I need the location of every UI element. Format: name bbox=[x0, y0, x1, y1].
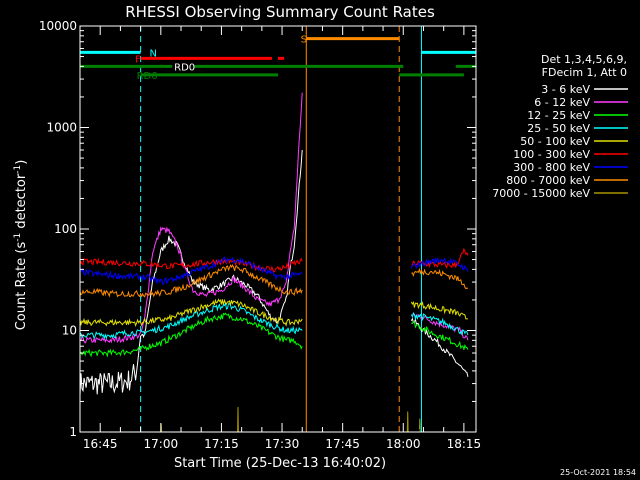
plot-area: NF RD0 RD6 S bbox=[79, 25, 477, 433]
flag-label: RD6 bbox=[137, 71, 158, 82]
series-line bbox=[79, 149, 303, 396]
y-axis-label-superscript: -1 bbox=[13, 165, 23, 174]
legend-entry-label: 300 - 800 keV bbox=[513, 161, 590, 174]
legend-header-line: FDecim 1, Att 0 bbox=[542, 66, 627, 79]
series-line bbox=[410, 257, 469, 272]
flag-bar-group: F bbox=[135, 54, 285, 65]
plot-frame bbox=[79, 25, 477, 433]
legend-header-line: Det 1,3,4,5,6,9, bbox=[541, 53, 627, 66]
series-line bbox=[406, 411, 409, 433]
legend-entry-label: 12 - 25 keV bbox=[527, 109, 590, 122]
y-axis-label-part: ) bbox=[14, 160, 29, 165]
legend-entry-label: 3 - 6 keV bbox=[541, 83, 590, 96]
series-line bbox=[411, 247, 469, 269]
generation-timestamp: 25-Oct-2021 18:54 bbox=[560, 468, 636, 477]
y-axis-label-part: detector bbox=[14, 173, 29, 233]
series-line bbox=[79, 257, 303, 273]
y-tick-label: 1 bbox=[69, 425, 77, 439]
legend: Det 1,3,4,5,6,9, FDecim 1, Att 0 3 - 6 k… bbox=[492, 53, 628, 200]
x-tick-label: 18:00 bbox=[386, 437, 421, 451]
chart-title: RHESSI Observing Summary Count Rates bbox=[125, 3, 435, 21]
y-axis-label: Count Rate (s-1 detector-1) bbox=[13, 160, 29, 331]
flag-label: RD0 bbox=[174, 62, 195, 73]
x-tick-label: 17:15 bbox=[204, 437, 239, 451]
series-line bbox=[79, 312, 303, 358]
y-tick-label: 1000 bbox=[46, 121, 77, 135]
series-group bbox=[79, 149, 469, 396]
series-line bbox=[79, 263, 303, 298]
x-tick-label: 17:30 bbox=[265, 437, 300, 451]
series-line bbox=[79, 92, 303, 344]
legend-entry-label: 100 - 300 keV bbox=[513, 148, 590, 161]
legend-entry-label: 25 - 50 keV bbox=[527, 122, 590, 135]
x-tick-label: 17:45 bbox=[325, 437, 360, 451]
flag-label: F bbox=[135, 54, 141, 65]
series-group bbox=[160, 406, 421, 433]
flag-bar-group: RD6 bbox=[137, 71, 464, 82]
series-group bbox=[79, 312, 469, 358]
flag-label: S bbox=[301, 35, 307, 46]
flag-label-backdrop bbox=[172, 60, 195, 73]
series-line bbox=[411, 321, 469, 350]
series-group bbox=[79, 263, 469, 298]
series-group bbox=[79, 298, 468, 328]
y-tick-label: 10000 bbox=[39, 19, 77, 33]
series-group bbox=[79, 301, 469, 340]
x-axis: 16:45 17:00 17:15 17:30 17:45 18:00 18:15 bbox=[79, 26, 482, 451]
series-line bbox=[79, 298, 303, 328]
series-group bbox=[79, 247, 469, 273]
y-tick-label: 100 bbox=[54, 222, 77, 236]
legend-entry-label: 7000 - 15000 keV bbox=[492, 187, 590, 200]
series-group bbox=[79, 92, 469, 344]
flag-bar-group: N bbox=[80, 48, 476, 59]
series-line bbox=[411, 267, 469, 290]
x-tick-label: 17:00 bbox=[144, 437, 179, 451]
series-line bbox=[410, 300, 468, 320]
flag-bar-group: S bbox=[301, 35, 400, 46]
x-tick-label: 16:45 bbox=[83, 437, 118, 451]
flag-label: N bbox=[150, 48, 157, 59]
y-tick-label: 10 bbox=[62, 324, 77, 338]
legend-entry-label: 6 - 12 keV bbox=[534, 96, 590, 109]
legend-entry-label: 50 - 100 keV bbox=[520, 135, 590, 148]
y-axis-label-superscript: -1 bbox=[13, 233, 23, 242]
legend-entry-label: 800 - 7000 keV bbox=[506, 174, 590, 187]
x-axis-label: Start Time (25-Dec-13 16:40:02) bbox=[174, 456, 386, 471]
x-tick-label: 18:15 bbox=[447, 437, 482, 451]
series-group bbox=[79, 256, 469, 286]
y-axis: 1 10 100 1000 10000 bbox=[39, 19, 476, 439]
series-line bbox=[410, 312, 469, 337]
series-line bbox=[79, 301, 303, 340]
series-line bbox=[237, 406, 239, 433]
series-line bbox=[418, 418, 421, 433]
y-axis-label-part: Count Rate (s bbox=[14, 242, 29, 331]
series-line bbox=[79, 256, 303, 286]
flag-bar-group: RD0 bbox=[80, 60, 476, 73]
